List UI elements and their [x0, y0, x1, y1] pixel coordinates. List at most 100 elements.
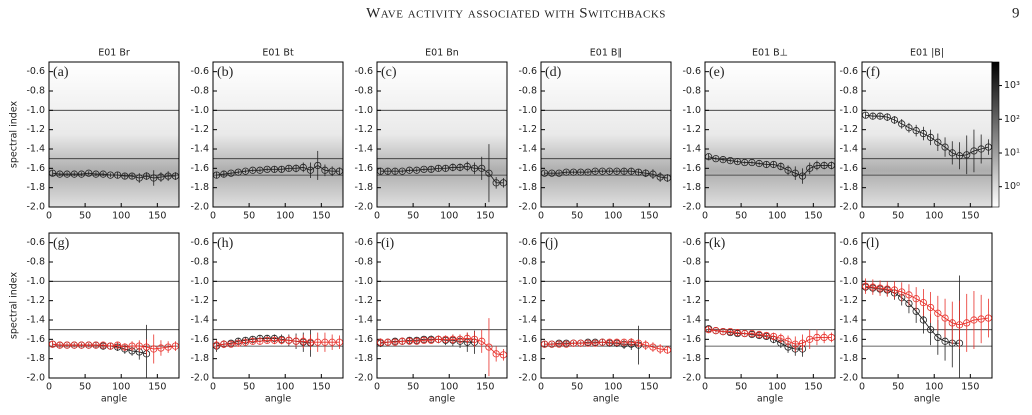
- data-point: [92, 341, 100, 349]
- series-line: [380, 337, 504, 356]
- y-tick-label: -1.8: [354, 182, 373, 193]
- y-tick-label: -1.8: [518, 182, 537, 193]
- data-point: [292, 164, 300, 172]
- x-tick-label: 100: [768, 211, 786, 222]
- series-line: [865, 286, 960, 344]
- data-point: [955, 152, 964, 160]
- data-point: [934, 333, 942, 341]
- series-line: [544, 170, 668, 179]
- y-tick-label: -0.8: [26, 86, 45, 97]
- y-tick-label: -2.0: [190, 202, 209, 213]
- data-point: [227, 169, 235, 177]
- y-tick-label: -1.0: [26, 276, 45, 287]
- data-point: [656, 345, 664, 353]
- axes-frame: [704, 61, 836, 208]
- data-point: [898, 120, 906, 128]
- data-point: [106, 342, 114, 350]
- density-background: [49, 62, 179, 207]
- data-point: [314, 161, 322, 170]
- y-tick-label: -1.6: [682, 334, 701, 345]
- data-point: [919, 316, 927, 324]
- data-point: [656, 173, 664, 181]
- y-tick-label: -1.6: [839, 163, 858, 174]
- data-point: [912, 295, 920, 303]
- y-tick-label: -2.0: [26, 373, 45, 384]
- y-tick-label: -1.8: [190, 182, 209, 193]
- x-tick-label: 0: [702, 382, 708, 393]
- x-tick-label: 50: [243, 382, 255, 393]
- series-line: [380, 165, 504, 184]
- data-point: [733, 157, 742, 166]
- y-axis-label: spectral index: [9, 101, 20, 169]
- data-point: [85, 169, 93, 177]
- axes-frame: [540, 61, 672, 208]
- density-background: [705, 62, 835, 207]
- data-point: [164, 343, 172, 351]
- data-point: [278, 336, 286, 344]
- axes-frame: [212, 61, 344, 208]
- data-point: [157, 344, 165, 352]
- y-tick-label: -1.8: [26, 353, 45, 364]
- data-point: [285, 164, 293, 172]
- data-point: [470, 335, 479, 343]
- data-point: [270, 336, 278, 344]
- y-tick-label: -0.8: [190, 86, 209, 97]
- y-axis-label: spectral index: [9, 272, 20, 340]
- panel-title: E01 Br: [98, 48, 130, 59]
- y-tick-label: -1.8: [839, 353, 858, 364]
- x-tick-label: 150: [312, 211, 330, 222]
- data-point: [413, 166, 421, 174]
- data-point: [784, 337, 792, 345]
- data-point: [606, 338, 614, 346]
- y-tick-label: -1.0: [190, 276, 209, 287]
- x-tick-label: 150: [476, 211, 494, 222]
- panel-label: (i): [381, 236, 395, 251]
- data-point: [755, 330, 763, 339]
- data-point: [627, 338, 635, 346]
- series-line: [544, 341, 639, 346]
- data-point: [798, 339, 807, 347]
- data-point: [135, 174, 143, 182]
- data-point: [755, 159, 763, 168]
- y-tick-label: -0.8: [682, 86, 701, 97]
- data-point: [770, 160, 778, 169]
- data-point: [642, 169, 650, 177]
- y-tick-label: -1.0: [682, 105, 701, 116]
- y-tick-label: -2.0: [518, 373, 537, 384]
- density-background: [377, 62, 507, 207]
- data-point: [777, 334, 785, 342]
- data-point: [485, 343, 493, 351]
- data-point: [470, 164, 479, 172]
- data-point: [827, 333, 835, 341]
- panel-label: (h): [217, 236, 234, 251]
- x-tick-label: 0: [210, 211, 216, 222]
- data-point: [128, 172, 136, 180]
- y-tick-label: -1.6: [518, 334, 537, 345]
- data-point: [569, 168, 578, 176]
- data-point: [748, 329, 756, 338]
- data-point: [562, 168, 570, 176]
- data-point: [798, 172, 807, 180]
- y-tick-label: -2.0: [190, 373, 209, 384]
- series-line: [865, 114, 989, 157]
- data-point: [478, 164, 486, 172]
- x-tick-label: 50: [571, 211, 583, 222]
- data-point: [813, 161, 821, 170]
- data-point: [49, 340, 57, 348]
- y-tick-label: -0.8: [190, 257, 209, 268]
- x-tick-label: 100: [276, 382, 294, 393]
- y-tick-label: -0.6: [26, 66, 45, 77]
- data-point: [463, 334, 471, 342]
- data-point: [420, 336, 428, 344]
- data-point: [598, 338, 606, 346]
- data-point: [984, 143, 992, 151]
- data-point: [577, 168, 585, 176]
- x-tick-label: 100: [276, 211, 294, 222]
- panel-title: E01 Bt: [262, 48, 294, 59]
- data-point: [285, 336, 293, 344]
- data-point: [56, 341, 64, 349]
- x-tick-label: 50: [892, 211, 904, 222]
- data-point: [984, 314, 992, 322]
- data-point: [927, 133, 935, 141]
